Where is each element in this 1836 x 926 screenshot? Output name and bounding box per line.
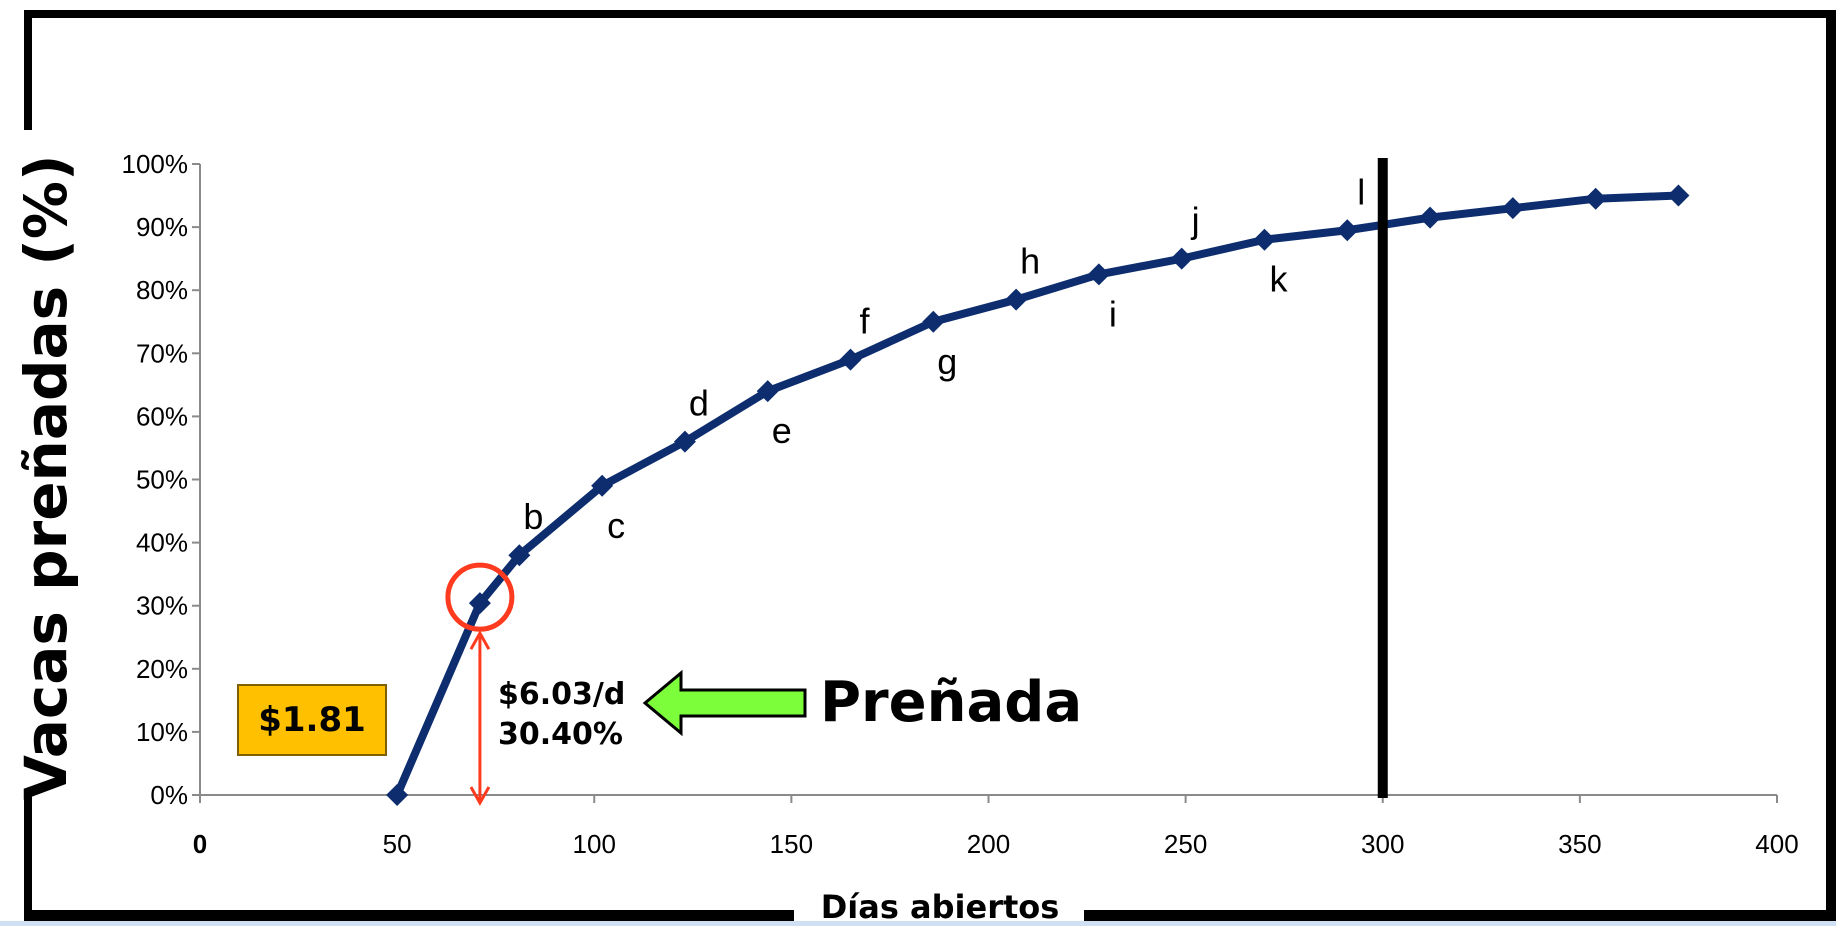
data-point bbox=[1501, 197, 1524, 220]
data-point bbox=[386, 784, 409, 806]
x-tick-label: 0 bbox=[193, 829, 207, 859]
chart-overlay bbox=[445, 158, 1388, 807]
data-point bbox=[1005, 288, 1028, 311]
x-axis-title: Días abiertos bbox=[820, 888, 1060, 926]
data-point bbox=[839, 348, 862, 371]
data-point bbox=[1584, 187, 1607, 210]
frame-right-border bbox=[1826, 10, 1836, 926]
point-label-d: d bbox=[689, 383, 709, 424]
measure-arrow-head-top bbox=[469, 630, 491, 650]
bottom-strip bbox=[0, 921, 1836, 926]
point-label-i: i bbox=[1109, 293, 1117, 334]
y-tick-label: 10% bbox=[136, 717, 188, 747]
x-tick-label: 50 bbox=[383, 829, 412, 859]
y-tick-label: 100% bbox=[122, 149, 189, 179]
frame-bottom-border-left bbox=[24, 910, 794, 922]
y-tick-label: 40% bbox=[136, 528, 188, 558]
y-tick-label: 30% bbox=[136, 591, 188, 621]
point-label-g: g bbox=[937, 341, 957, 382]
y-tick-label: 50% bbox=[136, 465, 188, 495]
x-tick-label: 350 bbox=[1558, 829, 1601, 859]
frame-bottom-border-right bbox=[1084, 910, 1836, 922]
price-box: $1.81 bbox=[237, 684, 387, 756]
rate-line-1: $6.03/d bbox=[498, 677, 626, 712]
data-point bbox=[756, 380, 779, 403]
highlight-circle bbox=[445, 562, 515, 632]
point-label-b: b bbox=[523, 496, 543, 537]
data-point bbox=[1170, 247, 1193, 270]
x-tick-label: 400 bbox=[1755, 829, 1798, 859]
y-tick-label: 90% bbox=[136, 212, 188, 242]
data-point bbox=[673, 430, 696, 453]
y-tick-label: 60% bbox=[136, 401, 188, 431]
rate-line-2: 30.40% bbox=[498, 717, 623, 752]
x-tick-label: 200 bbox=[967, 829, 1010, 859]
y-tick-label: 80% bbox=[136, 275, 188, 305]
prenada-label: Preñada bbox=[820, 670, 1083, 735]
data-point bbox=[468, 592, 491, 615]
frame-left-border-top bbox=[24, 10, 32, 130]
y-tick-label: 70% bbox=[136, 338, 188, 368]
x-tick-label: 300 bbox=[1361, 829, 1404, 859]
chart-point-labels: b c d e f g h i j k l bbox=[523, 171, 1365, 546]
data-point bbox=[922, 310, 945, 333]
y-tick-label: 0% bbox=[150, 780, 188, 810]
data-point bbox=[591, 474, 614, 497]
point-label-c: c bbox=[607, 505, 625, 546]
frame-top-border bbox=[24, 10, 1836, 18]
point-label-h: h bbox=[1020, 241, 1040, 282]
chart-axes: 0% 10% 20% 30% 40% 50% 60% 70% 80% 90% 100% 0 50 100 1… bbox=[122, 149, 1799, 859]
point-label-k: k bbox=[1269, 259, 1288, 300]
measure-arrow-head-bottom bbox=[469, 786, 491, 807]
data-point bbox=[1419, 206, 1442, 229]
point-label-f: f bbox=[860, 301, 871, 342]
point-label-j: j bbox=[1191, 200, 1200, 241]
x-tick-label: 150 bbox=[770, 829, 813, 859]
data-point bbox=[1087, 263, 1110, 286]
y-axis-title: Vacas preñadas (%) bbox=[12, 154, 80, 800]
data-point bbox=[1667, 184, 1690, 207]
data-point bbox=[1336, 219, 1359, 242]
y-tick-label: 20% bbox=[136, 654, 188, 684]
green-arrow bbox=[642, 669, 807, 737]
x-tick-label: 250 bbox=[1164, 829, 1207, 859]
point-label-e: e bbox=[772, 410, 792, 451]
data-point bbox=[508, 544, 531, 567]
chart-series bbox=[386, 184, 1690, 806]
point-label-l: l bbox=[1357, 171, 1365, 212]
rate-annotation: $6.03/d 30.40% bbox=[498, 675, 625, 755]
data-point bbox=[1253, 228, 1276, 251]
frame-left-border-bottom bbox=[24, 790, 32, 925]
x-tick-label: 100 bbox=[573, 829, 616, 859]
